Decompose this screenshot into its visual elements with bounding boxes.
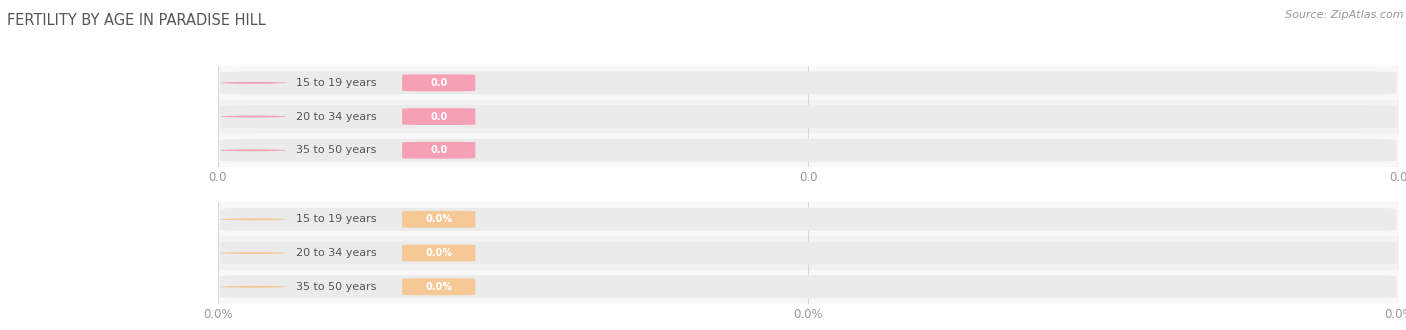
Circle shape [221, 218, 287, 220]
Text: 0.0%: 0.0% [425, 214, 453, 224]
FancyBboxPatch shape [402, 75, 475, 91]
FancyBboxPatch shape [221, 275, 1396, 298]
Text: 20 to 34 years: 20 to 34 years [295, 112, 377, 121]
Bar [218, 100, 1399, 133]
FancyBboxPatch shape [402, 211, 475, 228]
Bar [218, 133, 1399, 167]
Text: FERTILITY BY AGE IN PARADISE HILL: FERTILITY BY AGE IN PARADISE HILL [7, 13, 266, 28]
FancyBboxPatch shape [402, 245, 475, 261]
FancyBboxPatch shape [402, 108, 475, 125]
FancyBboxPatch shape [221, 139, 1396, 162]
FancyBboxPatch shape [221, 105, 1396, 128]
Text: 20 to 34 years: 20 to 34 years [295, 248, 377, 258]
FancyBboxPatch shape [402, 278, 475, 295]
Circle shape [221, 149, 287, 151]
Bar [218, 236, 1399, 270]
Circle shape [221, 286, 287, 288]
FancyBboxPatch shape [221, 242, 1396, 265]
Text: 15 to 19 years: 15 to 19 years [295, 78, 377, 88]
FancyBboxPatch shape [221, 208, 1396, 231]
FancyBboxPatch shape [221, 71, 1396, 94]
Text: 35 to 50 years: 35 to 50 years [295, 145, 377, 155]
Text: 15 to 19 years: 15 to 19 years [295, 214, 377, 224]
Text: 0.0: 0.0 [430, 78, 447, 88]
Circle shape [221, 252, 287, 254]
Text: 0.0%: 0.0% [425, 248, 453, 258]
Bar [218, 270, 1399, 304]
Bar [218, 203, 1399, 236]
Circle shape [221, 82, 287, 84]
Text: Source: ZipAtlas.com: Source: ZipAtlas.com [1285, 10, 1403, 20]
Circle shape [221, 115, 287, 117]
FancyBboxPatch shape [402, 142, 475, 159]
Text: 35 to 50 years: 35 to 50 years [295, 282, 377, 292]
Text: 0.0: 0.0 [430, 112, 447, 121]
Text: 0.0: 0.0 [430, 145, 447, 155]
Text: 0.0%: 0.0% [425, 282, 453, 292]
Bar [218, 66, 1399, 100]
